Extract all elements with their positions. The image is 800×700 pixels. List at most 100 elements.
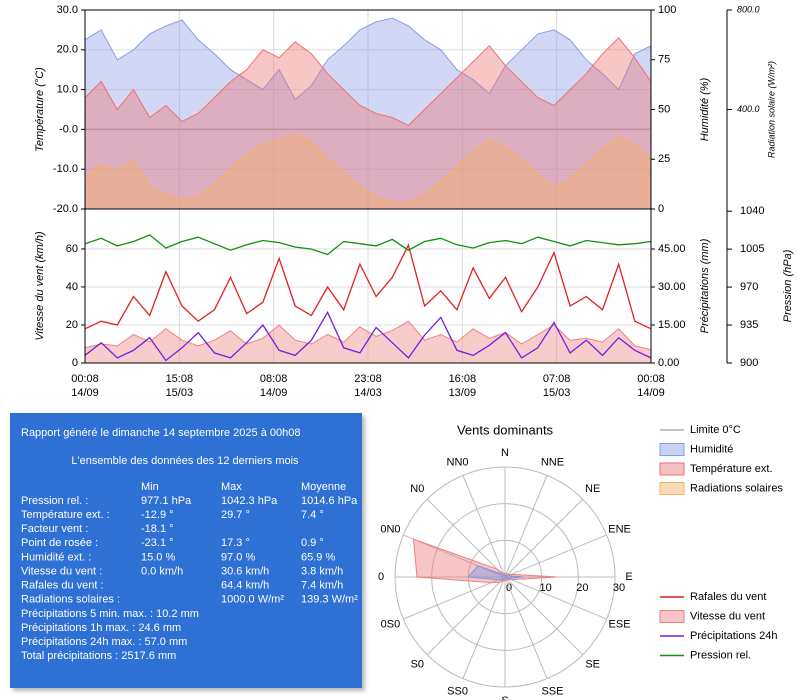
r-tick-label: 20 xyxy=(576,582,588,594)
legend-label: Pression rel. xyxy=(690,649,751,661)
row-label: Température ext. : xyxy=(21,509,110,521)
direction-label: NNE xyxy=(541,456,564,468)
row-label: Radiations solaires : xyxy=(21,594,120,606)
total-line: Précipitations 24h max. : 57.0 mm xyxy=(21,636,187,648)
y2-tick-label: 15.00 xyxy=(658,319,686,331)
row-value: 29.7 ° xyxy=(221,509,250,521)
rose-spoke xyxy=(504,576,584,656)
direction-label: S0 xyxy=(411,659,424,671)
legend-label: Humidité xyxy=(690,443,733,455)
rose-spoke xyxy=(504,534,607,578)
report: Rapport généré le dimanche 14 septembre … xyxy=(21,427,358,662)
y3-tick-label: 935 xyxy=(740,319,758,331)
legend-swatch xyxy=(659,443,685,456)
plot-frame xyxy=(84,208,652,364)
y-tick-label: 20.0 xyxy=(57,44,78,56)
legend-label: Rafales du vent xyxy=(690,591,766,603)
rose-spoke xyxy=(426,498,506,578)
x-tick-time: 16:08 xyxy=(449,373,477,385)
row-value: 7.4 km/h xyxy=(301,580,343,592)
column-header: Min xyxy=(141,481,159,493)
area xyxy=(85,321,651,363)
y-tick-label: 40 xyxy=(66,281,78,293)
x-tick-time: 15:08 xyxy=(166,373,194,385)
direction-label: N0 xyxy=(410,483,424,495)
r-tick-label: 10 xyxy=(540,582,552,594)
y2-tick-label: 45.00 xyxy=(658,243,686,255)
direction-label: 0S0 xyxy=(381,618,401,630)
y2-tick-label: 0 xyxy=(658,203,664,215)
rose-spoke xyxy=(504,498,584,578)
legend-swatch xyxy=(659,482,685,495)
line xyxy=(84,310,652,362)
row-value: -23.1 ° xyxy=(141,537,174,549)
row-value: 64.4 km/h xyxy=(221,580,269,592)
rose-spoke xyxy=(504,475,548,578)
r-tick-label: 30 xyxy=(613,582,625,594)
row-value: 1014.6 hPa xyxy=(301,495,358,507)
x-tick-date: 14/09 xyxy=(260,387,288,399)
rose-spoke xyxy=(504,576,607,620)
x-tick-date: 14/09 xyxy=(637,387,665,399)
x-tick-time: 00:08 xyxy=(71,373,99,385)
y3-tick-label: 400.0 xyxy=(737,104,760,114)
x-tick-date: 13/09 xyxy=(449,387,477,399)
x-tick-time: 07:08 xyxy=(543,373,571,385)
total-line: Précipitations 5 min. max. : 10.2 mm xyxy=(21,608,199,620)
row-value: 65.9 % xyxy=(301,551,335,563)
row-value: 1042.3 hPa xyxy=(221,495,278,507)
legend-swatch xyxy=(659,462,685,476)
y-axis-label: Température (°C) xyxy=(34,67,46,152)
y-tick-label: 0 xyxy=(72,357,78,369)
y-tick-label: -20.0 xyxy=(53,203,78,215)
y-tick-label: 60 xyxy=(66,243,78,255)
y3-axis-label: Radiation solaire (W/m²) xyxy=(766,61,776,158)
total-line: Total précipitations : 2517.6 mm xyxy=(21,650,176,662)
direction-label: SS0 xyxy=(447,685,468,697)
direction-label: 0N0 xyxy=(380,523,400,535)
row-value: 17.3 ° xyxy=(221,537,250,549)
row-value: 0.9 ° xyxy=(301,537,324,549)
line xyxy=(84,234,652,256)
x-tick-date: 15/03 xyxy=(543,387,571,399)
legend-label: Température ext. xyxy=(690,463,773,475)
row-value: 30.6 km/h xyxy=(221,565,269,577)
row-label: Point de rosée : xyxy=(21,537,98,549)
row-value: 7.4 ° xyxy=(301,509,324,521)
area xyxy=(85,37,651,210)
report-panel xyxy=(10,413,362,688)
direction-label: NE xyxy=(585,483,600,495)
row-value: 97.0 % xyxy=(221,551,255,563)
y-tick-label: -0.0 xyxy=(59,123,78,135)
column-header: Max xyxy=(221,481,242,493)
rose-spoke xyxy=(462,576,506,679)
y2-tick-label: 0.00 xyxy=(658,357,679,369)
legend-label: Vitesse du vent xyxy=(690,610,765,622)
legend-label: Radiations solaires xyxy=(690,482,783,494)
total-line: Précipitations 1h max. : 24.6 mm xyxy=(21,622,181,634)
x-tick-time: 23:08 xyxy=(354,373,382,385)
rose-spoke xyxy=(462,475,506,578)
row-value: -12.9 ° xyxy=(141,509,174,521)
x-tick-date: 14/03 xyxy=(354,387,382,399)
y2-tick-label: 30.00 xyxy=(658,281,686,293)
x-tick-time: 00:08 xyxy=(637,373,665,385)
legend-label: Précipitations 24h xyxy=(690,630,777,642)
y2-tick-label: 25 xyxy=(658,153,670,165)
direction-label: S xyxy=(501,695,508,700)
x-tick-time: 08:08 xyxy=(260,373,288,385)
direction-label: 0 xyxy=(378,571,384,583)
direction-label: E xyxy=(625,571,632,583)
row-value: 1000.0 W/m² xyxy=(221,594,284,606)
direction-label: SSE xyxy=(541,685,563,697)
y3-tick-label: 1005 xyxy=(740,243,764,255)
row-value: 977.1 hPa xyxy=(141,495,192,507)
y2-tick-label: 75 xyxy=(658,54,670,66)
area-outline xyxy=(84,133,652,204)
row-value: 0.0 km/h xyxy=(141,565,183,577)
y3-tick-label: 900 xyxy=(740,357,758,369)
y-tick-label: 30.0 xyxy=(57,4,78,16)
y-axis-label: Vitesse du vent (km/h) xyxy=(34,231,46,341)
row-value: 3.8 km/h xyxy=(301,565,343,577)
